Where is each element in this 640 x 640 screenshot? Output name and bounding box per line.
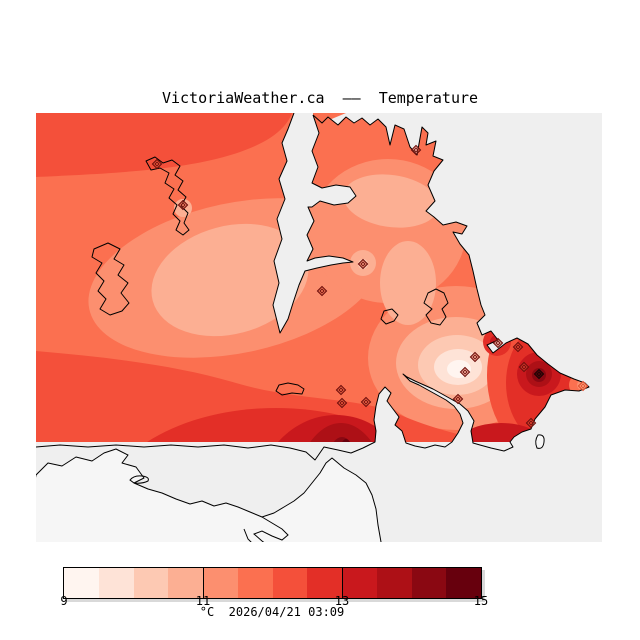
colorbar bbox=[63, 567, 482, 599]
temperature-band bbox=[36, 113, 292, 177]
colorbar-cell bbox=[307, 568, 342, 598]
station-marker-outer bbox=[177, 199, 189, 211]
station-marker-inner bbox=[360, 261, 366, 267]
colorbar-cell bbox=[411, 568, 447, 598]
temperature-band bbox=[343, 174, 439, 228]
station-marker bbox=[151, 158, 163, 170]
station-marker bbox=[357, 258, 369, 270]
station-marker-outer bbox=[518, 361, 530, 373]
map-canvas bbox=[36, 113, 602, 542]
station-marker-outer bbox=[469, 351, 481, 363]
station-marker-outer bbox=[452, 393, 464, 405]
station-marker-inner bbox=[521, 364, 527, 370]
station-marker-outer bbox=[336, 397, 348, 409]
coastline-ediz-hook bbox=[243, 516, 289, 542]
station-marker-outer bbox=[512, 341, 524, 353]
station-marker bbox=[525, 417, 537, 429]
coastline-olympic-peninsula bbox=[36, 448, 382, 542]
temperature-band bbox=[447, 360, 471, 378]
temperature-band bbox=[380, 241, 436, 325]
station-marker-inner bbox=[154, 161, 160, 167]
colorbar-tick-label: 9 bbox=[60, 594, 68, 608]
coastline-islet bbox=[535, 434, 545, 449]
colorbar-tick-line bbox=[203, 567, 204, 599]
station-marker bbox=[512, 341, 524, 353]
station-marker bbox=[360, 396, 372, 408]
colorbar-cell bbox=[376, 568, 412, 598]
station-marker bbox=[577, 380, 589, 392]
station-marker-outer bbox=[360, 396, 372, 408]
colorbar-cell bbox=[133, 568, 169, 598]
station-marker-inner bbox=[515, 344, 521, 350]
station-marker-outer bbox=[316, 285, 328, 297]
station-marker-inner bbox=[528, 420, 534, 426]
lake-outline bbox=[145, 156, 190, 236]
station-marker-outer bbox=[492, 337, 504, 349]
station-marker-outer bbox=[533, 368, 545, 380]
station-marker bbox=[336, 397, 348, 409]
colorbar-tick-label: 11 bbox=[195, 594, 211, 608]
colorbar-caption: °C 2026/04/21 03:09 bbox=[199, 605, 345, 619]
coastline-saanich-inlet bbox=[272, 113, 357, 334]
station-marker bbox=[410, 144, 422, 156]
colorbar-cell bbox=[168, 568, 203, 598]
colorbar-tick-line bbox=[342, 567, 343, 599]
temperature-band bbox=[36, 351, 486, 442]
station-marker bbox=[492, 337, 504, 349]
colorbar-cell bbox=[64, 568, 99, 598]
station-marker-inner bbox=[338, 387, 344, 393]
coastline-lagoon bbox=[129, 475, 149, 484]
colorbar-cell bbox=[203, 568, 238, 598]
station-marker-outer bbox=[151, 158, 163, 170]
lake-outline bbox=[275, 382, 305, 396]
station-marker-inner bbox=[339, 400, 345, 406]
colorbar-cell bbox=[446, 568, 481, 598]
lake-outline bbox=[380, 308, 399, 325]
colorbar-cell bbox=[342, 568, 377, 598]
coastline-peninsula-and-harbours bbox=[36, 114, 590, 461]
colorbar-tick-label: 13 bbox=[334, 594, 350, 608]
station-marker bbox=[335, 384, 347, 396]
station-marker-outer bbox=[410, 144, 422, 156]
station-marker-inner bbox=[319, 288, 325, 294]
station-marker bbox=[316, 285, 328, 297]
station-marker-inner bbox=[455, 396, 461, 402]
station-marker-inner bbox=[462, 369, 468, 375]
station-marker-inner bbox=[536, 371, 542, 377]
station-marker-outer bbox=[525, 417, 537, 429]
station-marker-outer bbox=[335, 384, 347, 396]
station-marker-inner bbox=[180, 202, 186, 208]
colorbar-cell bbox=[237, 568, 273, 598]
temperature-band bbox=[151, 223, 309, 337]
station-marker bbox=[533, 368, 545, 380]
colorbar-tick-label: 15 bbox=[473, 594, 489, 608]
station-marker bbox=[459, 366, 471, 378]
lake-outline bbox=[91, 242, 130, 316]
station-marker-outer bbox=[577, 380, 589, 392]
station-marker-outer bbox=[459, 366, 471, 378]
station-marker-inner bbox=[413, 147, 419, 153]
station-marker-inner bbox=[580, 383, 586, 389]
station-marker bbox=[469, 351, 481, 363]
colorbar-cell bbox=[98, 568, 134, 598]
station-markers bbox=[151, 144, 589, 429]
station-marker bbox=[518, 361, 530, 373]
station-marker-inner bbox=[363, 399, 369, 405]
colorbar-cell bbox=[272, 568, 308, 598]
station-marker bbox=[177, 199, 189, 211]
lake-outline bbox=[423, 288, 449, 326]
app-title: VictoriaWeather.ca –– Temperature bbox=[161, 89, 479, 107]
station-marker bbox=[452, 393, 464, 405]
station-marker-outer bbox=[357, 258, 369, 270]
station-marker-inner bbox=[472, 354, 478, 360]
station-marker-inner bbox=[495, 340, 501, 346]
temperature-map bbox=[36, 113, 602, 542]
